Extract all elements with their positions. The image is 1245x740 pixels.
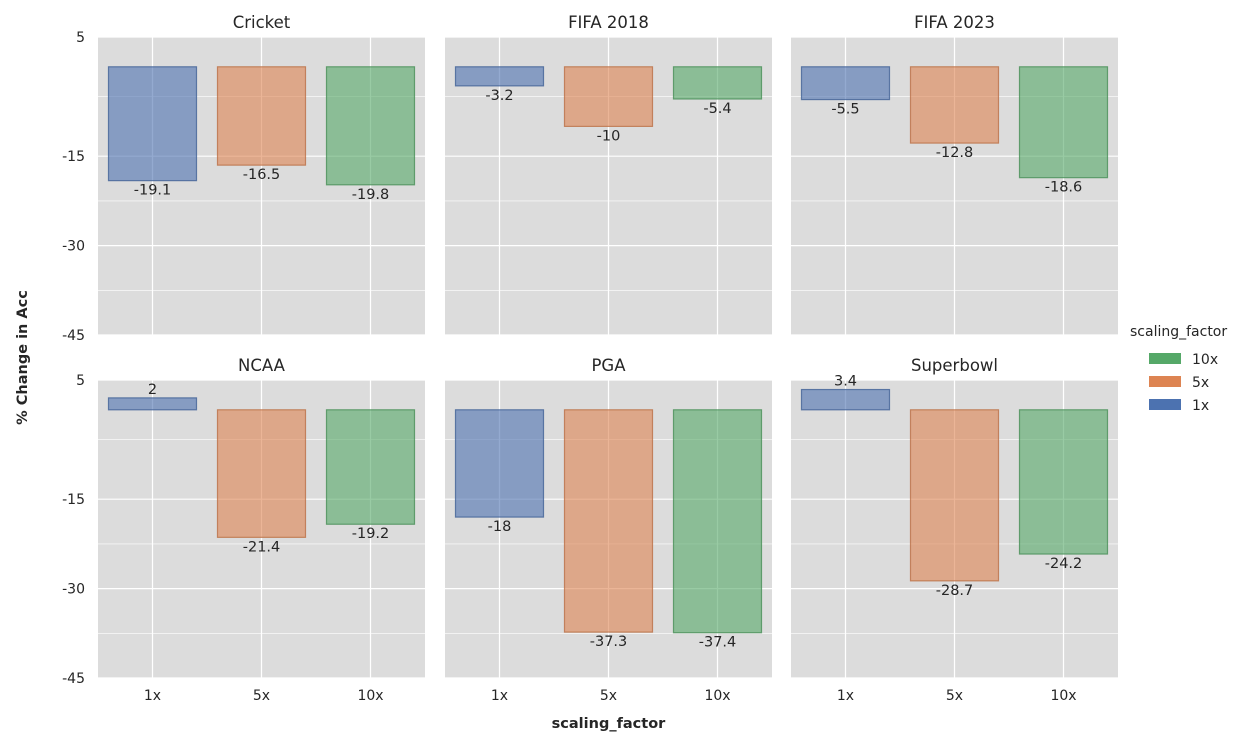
bar-1x <box>107 397 198 411</box>
bar-5x <box>909 66 1000 144</box>
bar-10x <box>325 66 416 186</box>
value-label: -19.1 <box>134 183 172 199</box>
panel-title: PGA <box>591 356 626 375</box>
legend-swatch-1x <box>1149 399 1181 410</box>
bar-10x <box>672 66 763 100</box>
bar-1x <box>107 66 198 182</box>
value-label: -12.8 <box>936 145 974 161</box>
panel-title: NCAA <box>238 356 286 375</box>
value-label: -21.4 <box>243 539 281 555</box>
value-label: -16.5 <box>243 167 281 183</box>
legend-title: scaling_factor <box>1130 324 1227 340</box>
panel-title: FIFA 2018 <box>568 13 649 32</box>
y-tick-label: -15 <box>62 492 85 508</box>
value-label: 2 <box>148 382 157 398</box>
bar-1x <box>800 388 891 411</box>
legend-label: 1x <box>1192 398 1209 414</box>
x-tick-label: 5x <box>946 688 963 704</box>
value-label: -37.4 <box>699 635 737 651</box>
bar-10x <box>672 409 763 634</box>
bar-5x <box>909 409 1000 582</box>
x-tick-label: 1x <box>491 688 508 704</box>
bar-5x <box>563 409 654 633</box>
value-label: -24.2 <box>1045 556 1083 572</box>
bar-5x <box>216 409 307 538</box>
bar-1x <box>454 409 545 518</box>
y-tick-label: -45 <box>62 328 85 344</box>
value-label: -19.2 <box>352 526 390 542</box>
bar-5x <box>563 66 654 128</box>
x-tick-label: 10x <box>1050 688 1076 704</box>
bar-10x <box>325 409 416 525</box>
bar-1x <box>454 66 545 87</box>
x-tick-label: 5x <box>600 688 617 704</box>
bar-1x <box>800 66 891 101</box>
x-tick-label: 10x <box>357 688 383 704</box>
y-tick-label: -30 <box>62 239 85 255</box>
y-tick-label: -30 <box>62 582 85 598</box>
value-label: -37.3 <box>590 634 628 650</box>
x-tick-label: 5x <box>253 688 270 704</box>
value-label: -3.2 <box>485 88 513 104</box>
value-label: -18 <box>488 519 512 535</box>
bar-5x <box>216 66 307 166</box>
panel-title: FIFA 2023 <box>914 13 995 32</box>
value-label: -18.6 <box>1045 180 1083 196</box>
y-tick-label: 5 <box>76 373 85 389</box>
legend-label: 10x <box>1192 352 1218 368</box>
panel-title: Superbowl <box>911 356 998 375</box>
value-label: -10 <box>597 128 621 144</box>
bar-10x <box>1018 409 1109 555</box>
value-label: -5.5 <box>831 102 859 118</box>
x-tick-label: 1x <box>144 688 161 704</box>
legend-swatch-5x <box>1149 376 1181 387</box>
legend-label: 5x <box>1192 375 1209 391</box>
y-axis-label: % Change in Acc <box>15 290 31 425</box>
x-axis-label: scaling_factor <box>552 716 666 732</box>
value-label: 3.4 <box>834 374 857 390</box>
x-tick-label: 10x <box>704 688 730 704</box>
bar-10x <box>1018 66 1109 179</box>
y-tick-label: -15 <box>62 149 85 165</box>
y-tick-label: -45 <box>62 671 85 687</box>
value-label: -19.8 <box>352 187 390 203</box>
value-label: -5.4 <box>703 101 731 117</box>
legend-swatch-10x <box>1149 353 1181 364</box>
x-tick-label: 1x <box>837 688 854 704</box>
value-label: -28.7 <box>936 583 974 599</box>
panel-title: Cricket <box>233 13 291 32</box>
y-tick-label: 5 <box>76 30 85 46</box>
